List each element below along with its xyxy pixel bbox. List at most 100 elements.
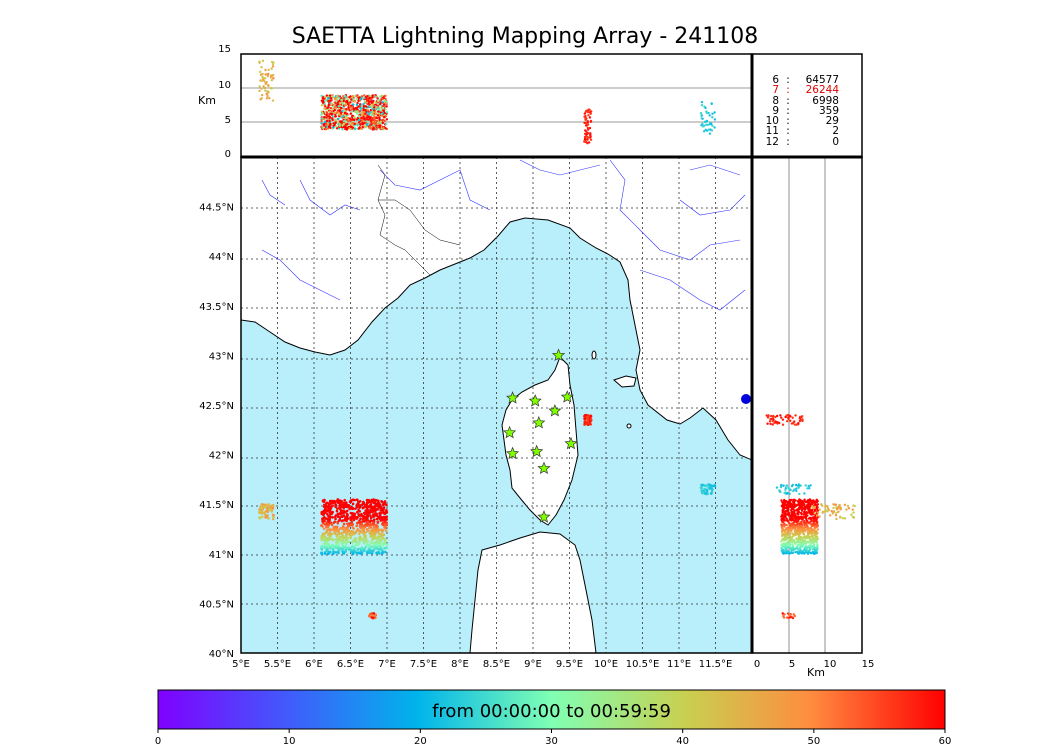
source-point	[324, 541, 328, 544]
source-point-right	[812, 552, 815, 555]
source-point-right	[839, 508, 842, 511]
source-point	[374, 536, 377, 539]
source-point-right	[804, 547, 808, 551]
source-point-right	[804, 537, 808, 540]
source-point	[369, 519, 373, 522]
source-point	[331, 544, 334, 548]
source-point-top	[353, 99, 356, 102]
source-point-top	[384, 122, 388, 126]
source-point-right	[779, 490, 782, 494]
source-point-right	[796, 547, 800, 551]
source-point-top	[704, 106, 707, 110]
station-star-icon	[548, 404, 562, 417]
source-point-top	[331, 115, 335, 118]
source-point-right	[821, 511, 824, 514]
source-point-top	[264, 77, 267, 80]
station-star-icon	[560, 390, 574, 403]
source-point	[360, 546, 364, 549]
source-point-top	[374, 95, 378, 98]
source-point	[372, 513, 375, 517]
source-point-right	[804, 511, 808, 514]
source-point	[336, 537, 340, 541]
source-point	[351, 526, 355, 529]
station-star-icon	[532, 415, 546, 429]
source-point	[371, 616, 375, 619]
source-point-top	[364, 105, 368, 108]
source-point-top	[362, 108, 365, 112]
source-point	[349, 499, 353, 502]
source-point-right	[800, 499, 803, 503]
source-point	[334, 505, 337, 509]
station-star-icon	[551, 348, 566, 362]
source-point-right	[807, 546, 811, 549]
source-point	[345, 503, 349, 506]
source-point	[364, 531, 367, 534]
source-point	[379, 542, 382, 546]
source-point-right	[797, 530, 800, 534]
source-point-right	[797, 541, 800, 544]
source-point-right	[816, 511, 820, 514]
source-point	[353, 512, 356, 516]
source-point	[346, 517, 350, 520]
source-point-right	[790, 516, 794, 519]
source-point-right	[805, 519, 809, 522]
source-point	[342, 501, 346, 505]
source-point	[326, 528, 329, 531]
source-point-right	[781, 511, 784, 514]
source-point	[373, 545, 376, 549]
source-point-top	[361, 125, 364, 129]
source-point-top	[585, 117, 588, 120]
source-point-right	[785, 420, 789, 423]
source-point-right	[787, 521, 791, 525]
source-point-right	[814, 530, 818, 533]
colorbar-label: from 00:00:00 to 00:59:59	[432, 701, 671, 722]
source-point-right	[826, 505, 829, 508]
source-point	[376, 525, 379, 528]
source-point-top	[338, 124, 341, 127]
station-count-row: 8:6998	[757, 95, 857, 106]
source-point-top	[271, 99, 275, 102]
station-star-icon	[537, 510, 551, 523]
source-point	[358, 539, 362, 543]
source-point	[372, 505, 376, 509]
source-point	[357, 532, 361, 535]
source-point-right	[791, 510, 795, 514]
source-point	[368, 500, 371, 503]
source-point	[589, 414, 592, 418]
source-point-top	[340, 106, 343, 110]
source-point	[376, 499, 380, 503]
source-point-top	[267, 72, 270, 76]
blue-marker	[741, 394, 751, 404]
source-point-right	[808, 507, 811, 510]
source-point-top	[338, 96, 341, 99]
source-point-top	[371, 96, 374, 99]
source-point-top	[383, 119, 386, 123]
source-point-top	[588, 110, 592, 114]
source-point	[320, 551, 323, 555]
source-point-right	[843, 503, 847, 507]
source-point-top	[377, 99, 380, 102]
source-point-right	[811, 545, 815, 548]
source-point-right	[802, 538, 805, 542]
source-point-right	[780, 549, 783, 552]
source-point	[258, 516, 262, 520]
source-point-top	[713, 111, 716, 114]
source-point	[700, 489, 703, 493]
source-point-right	[793, 534, 796, 537]
station-number: 12	[765, 135, 779, 148]
source-point-right	[813, 512, 816, 515]
source-point-right	[824, 504, 827, 507]
source-point-top	[360, 127, 363, 130]
source-point-top	[371, 111, 374, 114]
source-point-right	[815, 504, 818, 507]
source-point-right	[800, 528, 804, 532]
colorbar-tick: 10	[283, 736, 296, 747]
source-point	[359, 517, 362, 521]
source-point-top	[382, 103, 386, 106]
source-point-right	[798, 498, 802, 502]
source-point	[360, 530, 364, 534]
source-point	[377, 532, 381, 535]
source-point-right	[785, 517, 788, 520]
source-point-top	[374, 111, 377, 114]
source-point-top	[355, 97, 359, 101]
